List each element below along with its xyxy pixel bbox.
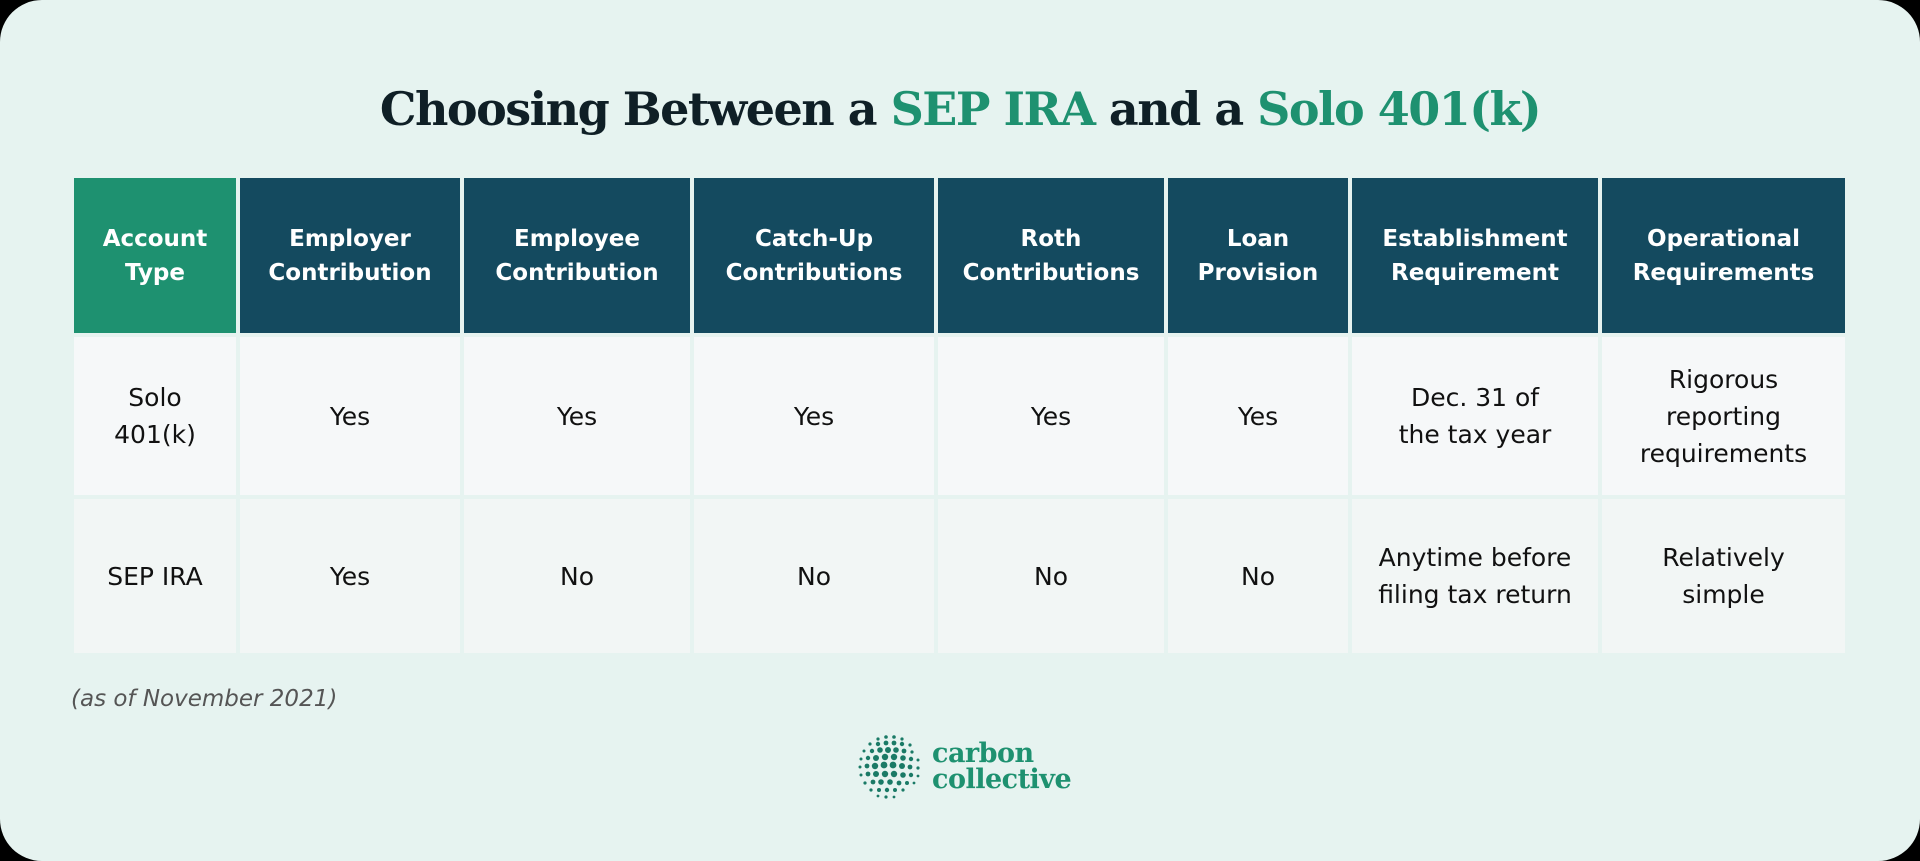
logo-wordmark: carbon collective — [932, 738, 1072, 795]
table-cell: No — [694, 499, 934, 653]
logo-line-2: collective — [932, 764, 1072, 795]
carbon-collective-logo: carbon collective — [856, 733, 1072, 801]
table-cell: Relatively simple — [1602, 499, 1845, 653]
header-operational-requirements: Operational Requirements — [1602, 178, 1845, 333]
logo-line-1: carbon — [932, 738, 1034, 769]
header-employer-contribution: Employer Contribution — [240, 178, 460, 333]
table-cell: Yes — [240, 499, 460, 653]
row-sep-ira-account-type: SEP IRA — [74, 499, 236, 653]
title-text: Choosing Between a — [379, 82, 891, 136]
table-cell: No — [464, 499, 690, 653]
comparison-table: Account Type Employer Contribution Emplo… — [74, 178, 1845, 653]
table-cell: Dec. 31 of the tax year — [1352, 337, 1598, 495]
table-cell: No — [938, 499, 1164, 653]
header-employee-contribution: Employee Contribution — [464, 178, 690, 333]
row-solo-401k-account-type: Solo 401(k) — [74, 337, 236, 495]
header-account-type: Account Type — [74, 178, 236, 333]
table-cell: No — [1168, 499, 1348, 653]
table-cell: Yes — [694, 337, 934, 495]
title-text: and a — [1094, 82, 1258, 136]
table-cell: Yes — [240, 337, 460, 495]
table-cell: Rigorous reporting requirements — [1602, 337, 1845, 495]
table-cell: Anytime before filing tax return — [1352, 499, 1598, 653]
date-note: (as of November 2021) — [71, 686, 338, 712]
table-cell: Yes — [938, 337, 1164, 495]
table-cell: Yes — [1168, 337, 1348, 495]
table-cell: Yes — [464, 337, 690, 495]
header-roth-contributions: Roth Contributions — [938, 178, 1164, 333]
header-catch-up-contributions: Catch-Up Contributions — [694, 178, 934, 333]
header-loan-provision: Loan Provision — [1168, 178, 1348, 333]
title-accent-sep-ira: SEP IRA — [890, 82, 1096, 136]
header-establishment-requirement: Establishment Requirement — [1352, 178, 1598, 333]
dotted-sphere-icon — [858, 735, 920, 799]
page-title: Choosing Between a SEP IRA and a Solo 40… — [0, 82, 1920, 136]
title-accent-solo-401k: Solo 401(k) — [1257, 82, 1542, 136]
